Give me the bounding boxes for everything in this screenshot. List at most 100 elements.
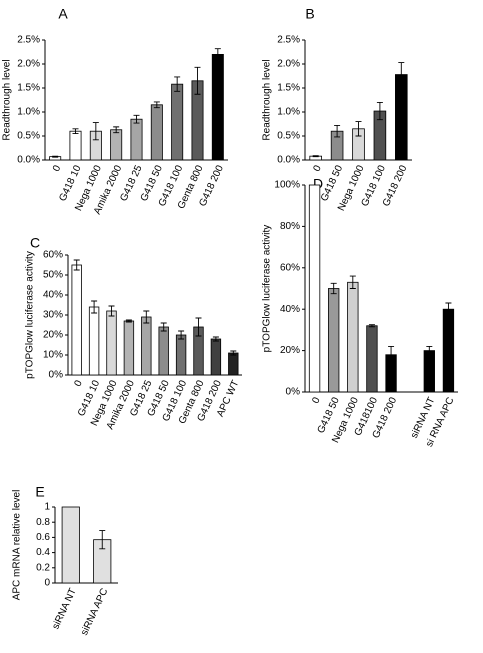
error-bar bbox=[312, 155, 319, 158]
y-tick-label: 0.2 bbox=[36, 562, 50, 573]
y-tick-label: 0.8 bbox=[36, 517, 50, 528]
y-tick-label: 0 bbox=[44, 578, 50, 589]
bar bbox=[150, 104, 163, 161]
y-tick-label: 30% bbox=[43, 310, 63, 321]
y-tick-label: 60% bbox=[280, 262, 300, 273]
bar bbox=[88, 306, 100, 376]
y-tick-label: 0.0% bbox=[277, 155, 300, 166]
y-tick-label: 2.0% bbox=[17, 59, 40, 70]
error-bar bbox=[398, 62, 405, 88]
error-bar bbox=[178, 330, 185, 340]
y-tick-label: 0.4 bbox=[36, 547, 50, 558]
error-bar bbox=[72, 128, 79, 135]
x-tick-label: siRNA APC bbox=[79, 587, 110, 637]
error-bar bbox=[388, 346, 395, 364]
error-bar bbox=[214, 48, 221, 61]
y-tick-label: 2.5% bbox=[277, 35, 300, 46]
y-tick-label: 20% bbox=[280, 345, 300, 356]
bar bbox=[141, 316, 152, 376]
bar bbox=[210, 338, 222, 376]
y-tick-label: 80% bbox=[280, 221, 300, 232]
bar bbox=[106, 310, 117, 376]
y-tick-label: 0% bbox=[49, 370, 64, 381]
y-tick-label: 0.6 bbox=[36, 532, 50, 543]
error-bar bbox=[355, 121, 362, 137]
bar bbox=[110, 129, 123, 161]
y-tick-label: 0.5% bbox=[17, 131, 40, 142]
y-tick-label: 60% bbox=[43, 250, 63, 261]
error-bar bbox=[445, 302, 452, 316]
y-tick-label: 2.5% bbox=[17, 35, 40, 46]
y-tick-label: 100% bbox=[274, 180, 300, 191]
error-bar bbox=[153, 101, 160, 109]
panel-label: E bbox=[35, 484, 44, 500]
bar bbox=[61, 506, 80, 584]
y-tick-label: 0% bbox=[286, 387, 301, 398]
y-tick-label: 1.0% bbox=[277, 107, 300, 118]
bar bbox=[211, 54, 224, 161]
bar bbox=[366, 325, 378, 393]
error-bar bbox=[160, 322, 167, 332]
y-tick-label: 0.0% bbox=[17, 155, 40, 166]
error-bar bbox=[91, 300, 98, 314]
y-tick-label: 1.5% bbox=[277, 83, 300, 94]
bar bbox=[171, 83, 184, 161]
error-bar bbox=[194, 66, 201, 95]
bar bbox=[228, 352, 239, 376]
panel-label: D bbox=[313, 176, 323, 192]
y-tick-label: 40% bbox=[280, 304, 300, 315]
x-tick-label: 0 bbox=[51, 163, 64, 173]
bar bbox=[328, 288, 340, 393]
y-tick-label: 2.0% bbox=[277, 59, 300, 70]
error-bar bbox=[113, 126, 120, 134]
y-axis-label: Readthrough level bbox=[262, 59, 273, 140]
error-bar bbox=[108, 305, 115, 317]
y-tick-label: 1 bbox=[44, 502, 50, 513]
bar bbox=[347, 281, 359, 393]
y-axis-label: pTOPGlow luciferase activity bbox=[262, 225, 273, 353]
bar bbox=[308, 184, 321, 393]
y-tick-label: 1.0% bbox=[17, 107, 40, 118]
bar bbox=[175, 334, 187, 376]
x-tick-label: 0 bbox=[311, 163, 324, 173]
error-bar bbox=[349, 275, 356, 289]
x-tick-label: 0 bbox=[72, 378, 85, 388]
y-tick-label: 1.5% bbox=[17, 83, 40, 94]
error-bar bbox=[73, 259, 80, 271]
y-axis-label: pTOPGlow luciferase activity bbox=[25, 251, 36, 379]
bar bbox=[158, 326, 169, 376]
bar bbox=[71, 264, 82, 376]
error-bar bbox=[212, 336, 219, 342]
bar bbox=[395, 74, 408, 161]
error-bar bbox=[230, 350, 237, 356]
bar bbox=[442, 308, 455, 393]
error-bar bbox=[426, 346, 433, 356]
panel-label: A bbox=[58, 6, 68, 22]
error-bar bbox=[330, 282, 337, 295]
y-axis-label: Readthrough level bbox=[2, 59, 13, 140]
y-tick-label: 40% bbox=[43, 290, 63, 301]
bar bbox=[69, 130, 82, 161]
error-bar bbox=[143, 310, 150, 324]
bar bbox=[423, 350, 435, 393]
error-bar bbox=[195, 317, 202, 337]
error-bar bbox=[92, 122, 99, 141]
y-tick-label: 20% bbox=[43, 330, 63, 341]
bar bbox=[123, 320, 135, 376]
error-bar bbox=[52, 155, 59, 158]
bar bbox=[130, 118, 143, 161]
x-tick-label: 0 bbox=[310, 395, 323, 405]
panel-label: C bbox=[30, 235, 40, 251]
error-bar bbox=[334, 124, 341, 138]
error-bar bbox=[99, 530, 106, 550]
x-tick-label: siRNA NT bbox=[50, 587, 79, 631]
panel-label: B bbox=[305, 6, 314, 22]
y-tick-label: 10% bbox=[43, 350, 63, 361]
y-tick-label: 50% bbox=[43, 270, 63, 281]
error-bar bbox=[368, 324, 375, 328]
error-bar bbox=[174, 76, 181, 92]
error-bar bbox=[125, 319, 132, 323]
error-bar bbox=[376, 101, 383, 121]
y-tick-label: 0.5% bbox=[277, 131, 300, 142]
